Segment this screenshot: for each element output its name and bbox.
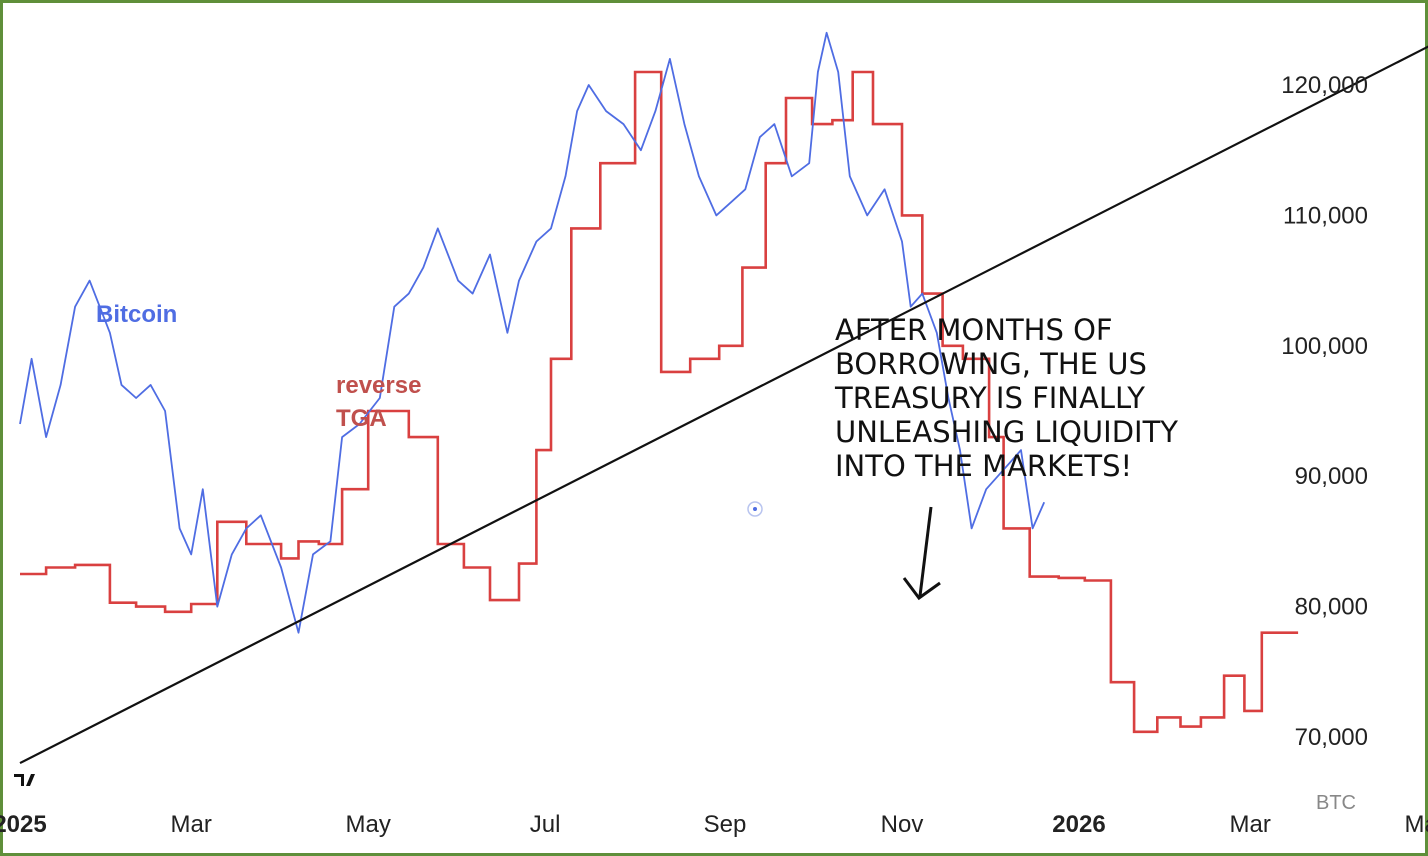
annotation-line: TREASURY IS FINALLY — [834, 381, 1145, 415]
trend-line — [19, 45, 1428, 765]
x-tick-label: Mar — [171, 811, 212, 838]
y-tick-label: 120,000 — [1281, 72, 1368, 99]
annotation-arrow-icon — [902, 506, 941, 601]
x-tick-label: Mar — [1230, 811, 1271, 838]
y-tick-label: 110,000 — [1283, 202, 1368, 229]
bitcoin-series-label: Bitcoin — [96, 301, 177, 328]
x-tick-label: 2025 — [0, 811, 47, 838]
tga-series-label-line1: reverse — [336, 372, 421, 399]
y-tick-label: 70,000 — [1295, 724, 1368, 751]
y-tick-label: 100,000 — [1281, 333, 1368, 360]
x-tick-label: 2026 — [1052, 811, 1105, 838]
x-tick-label: May — [345, 811, 390, 838]
tga-series-line — [20, 70, 1299, 734]
x-tick-label: Sep — [704, 811, 747, 838]
last-price-marker-icon — [747, 501, 763, 517]
y-tick-label: 80,000 — [1295, 594, 1368, 621]
bitcoin-series-line — [19, 31, 1046, 634]
x-tick-label: May — [1404, 811, 1428, 838]
y-axis: 120,000 110,000 100,000 90,000 80,000 70,000 — [1281, 72, 1368, 751]
x-tick-label: Nov — [881, 811, 924, 838]
annotation-text: AFTER MONTHS OF BORROWING, THE US TREASU… — [834, 313, 1178, 483]
tga-series-label-line2: TGA — [336, 405, 387, 432]
plot-area — [19, 31, 1428, 765]
annotation-line: UNLEASHING LIQUIDITY — [835, 415, 1178, 449]
x-tick-label: Jul — [530, 811, 561, 838]
y-tick-label: 90,000 — [1295, 463, 1368, 490]
tradingview-logo-icon — [14, 774, 35, 786]
axis-name-label: BTC — [1316, 792, 1356, 814]
annotation-line: AFTER MONTHS OF — [835, 313, 1113, 347]
x-axis: 2025MarMayJulSepNov2026MarMayJul — [0, 811, 1428, 838]
annotation-line: BORROWING, THE US — [835, 347, 1147, 381]
annotation-line: INTO THE MARKETS! — [835, 449, 1132, 483]
